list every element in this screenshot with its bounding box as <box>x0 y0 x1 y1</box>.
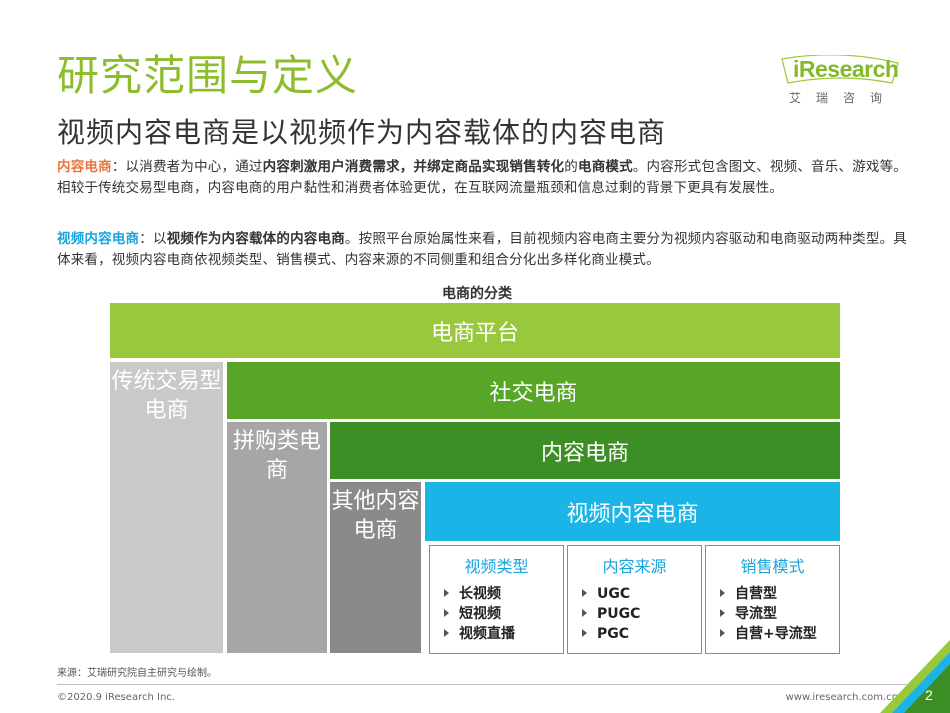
definition-text: 。内容形式包含图文、视频、音乐、游戏等。相较于传统交易型电商，内容电商的用户黏性… <box>57 159 908 196</box>
definition-emphasis: 内容刺激用户消费需求，并绑定商品实现销售转化 <box>262 159 565 175</box>
category-title: 视频类型 <box>464 557 529 576</box>
definition-text: 。按照平台原始属性来看，目前视频内容电商主要分为视频内容驱动和电商驱动两种类型。… <box>57 231 907 268</box>
list-item-label: 视频直播 <box>459 626 515 642</box>
category-card-sales-mode: 销售模式 自营型 导流型 自营+导流型 <box>705 545 840 654</box>
traditional-ecommerce-box: 传统交易型电商 <box>110 362 223 653</box>
logo-wordmark: iResearch <box>793 56 899 82</box>
category-card-content-source: 内容来源 UGC PUGC PGC <box>567 545 702 654</box>
ecommerce-platform-box: 电商平台 <box>110 303 840 358</box>
bullet-triangle-icon <box>582 629 587 637</box>
list-item-label: PGC <box>597 626 630 642</box>
definition-content-ecommerce: 内容电商：以消费者为中心，通过内容刺激用户消费需求，并绑定商品实现销售转化的电商… <box>57 157 907 199</box>
list-item-label: 短视频 <box>459 606 501 622</box>
definition-emphasis: 电商模式 <box>577 159 633 175</box>
list-item: 短视频 <box>444 604 515 624</box>
logo-tagline: 艾瑞咨询 <box>789 91 898 105</box>
list-item: UGC <box>582 584 640 604</box>
list-item: PGC <box>582 624 640 644</box>
page-title: 研究范围与定义 <box>57 51 359 100</box>
category-card-video-type: 视频类型 长视频 短视频 视频直播 <box>429 545 564 654</box>
list-item-label: 自营+导流型 <box>735 626 817 642</box>
page-number: 2 <box>925 687 933 703</box>
list-item-label: 自营型 <box>735 586 777 602</box>
category-title: 销售模式 <box>740 557 805 576</box>
list-item: PUGC <box>582 604 640 624</box>
bullet-triangle-icon <box>720 609 725 617</box>
list-item-label: PUGC <box>597 606 641 622</box>
bullet-triangle-icon <box>444 589 449 597</box>
list-item: 自营+导流型 <box>720 624 817 644</box>
definition-emphasis: 视频作为内容载体的内容电商 <box>166 231 345 247</box>
bullet-triangle-icon <box>444 629 449 637</box>
bullet-triangle-icon <box>582 609 587 617</box>
list-item-label: 长视频 <box>459 586 501 602</box>
term-video-content-ecommerce: 视频内容电商 <box>57 231 140 247</box>
social-ecommerce-box: 社交电商 <box>227 362 840 419</box>
bullet-triangle-icon <box>720 629 725 637</box>
list-item: 长视频 <box>444 584 515 604</box>
definition-text: 的 <box>564 159 578 175</box>
category-list: UGC PUGC PGC <box>582 584 640 644</box>
content-ecommerce-box: 内容电商 <box>330 422 840 479</box>
bullet-triangle-icon <box>582 589 587 597</box>
page-corner-decoration-icon <box>880 640 950 713</box>
term-content-ecommerce: 内容电商 <box>57 159 112 175</box>
definition-video-content-ecommerce: 视频内容电商：以视频作为内容载体的内容电商。按照平台原始属性来看，目前视频内容电… <box>57 229 907 271</box>
website-link[interactable]: www.iresearch.com.cn <box>785 692 898 703</box>
video-content-ecommerce-box: 视频内容电商 <box>425 482 840 541</box>
other-content-ecommerce-box: 其他内容电商 <box>330 482 421 653</box>
category-list: 自营型 导流型 自营+导流型 <box>720 584 817 644</box>
bullet-triangle-icon <box>444 609 449 617</box>
source-note: 来源：艾瑞研究院自主研究与绘制。 <box>57 668 217 679</box>
logo-swoosh-icon <box>781 55 899 84</box>
list-item-label: UGC <box>597 586 631 602</box>
diagram-title: 电商的分类 <box>442 286 512 302</box>
definition-text: ：以消费者为中心，通过 <box>111 159 263 175</box>
category-list: 长视频 短视频 视频直播 <box>444 584 515 644</box>
list-item: 视频直播 <box>444 624 515 644</box>
list-item: 自营型 <box>720 584 817 604</box>
bullet-triangle-icon <box>720 589 725 597</box>
list-item: 导流型 <box>720 604 817 624</box>
groupbuy-ecommerce-box: 拼购类电商 <box>227 422 327 653</box>
page-subtitle: 视频内容电商是以视频作为内容载体的内容电商 <box>57 116 667 149</box>
definition-text: ：以 <box>139 231 167 247</box>
list-item-label: 导流型 <box>735 606 777 622</box>
footer-divider <box>57 684 907 685</box>
copyright-text: ©2020.9 iResearch Inc. <box>57 692 175 703</box>
iresearch-logo: iResearch 艾瑞咨询 <box>775 55 925 110</box>
category-title: 内容来源 <box>602 557 667 576</box>
